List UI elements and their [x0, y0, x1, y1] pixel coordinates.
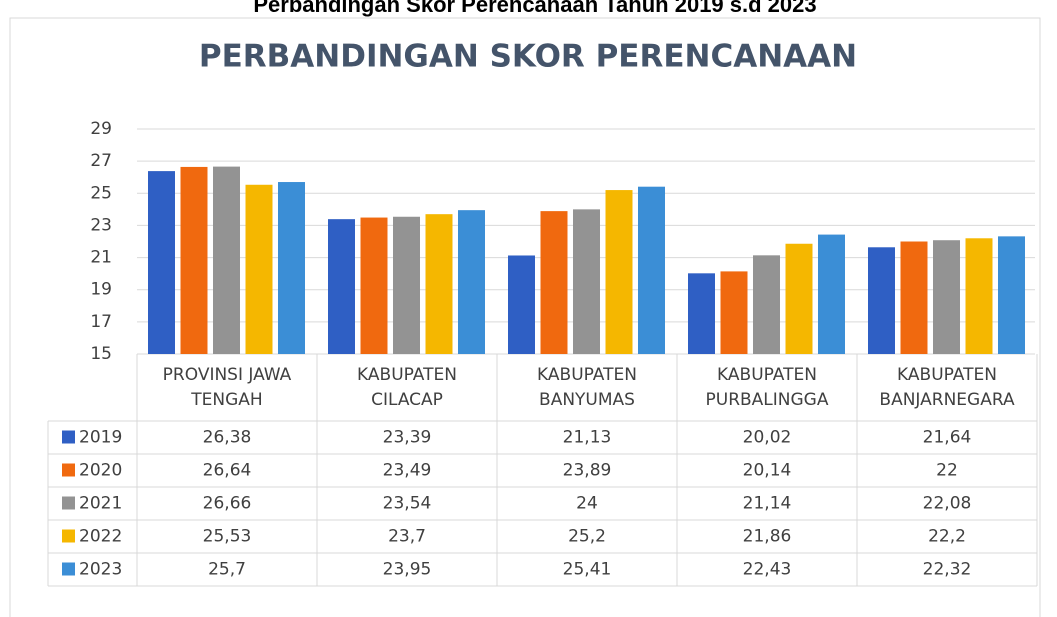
- bar: [965, 238, 993, 354]
- bar: [868, 247, 895, 354]
- y-tick-label: 27: [90, 151, 112, 171]
- table-cell: 22,43: [743, 560, 792, 580]
- table-cell: 23,54: [383, 494, 432, 514]
- table-cell: 25,2: [568, 527, 606, 547]
- bar: [638, 186, 665, 354]
- table-cell: 20,02: [743, 428, 792, 448]
- bar: [148, 171, 175, 354]
- table-cell: 23,7: [388, 527, 426, 547]
- y-tick-label: 17: [90, 312, 112, 332]
- table-cell: 22,32: [923, 560, 972, 580]
- bar: [818, 234, 845, 354]
- y-tick-label: 23: [90, 215, 112, 235]
- bar: [753, 255, 780, 354]
- x-tick-label: KABUPATEN BANJARNEGARA: [879, 365, 1015, 410]
- bar: [245, 184, 273, 354]
- bar: [328, 219, 355, 354]
- bar: [720, 271, 748, 354]
- y-tick-label: 15: [90, 344, 112, 364]
- table-cell: 22,08: [923, 494, 972, 514]
- legend-swatch: [62, 562, 75, 576]
- bar: [278, 182, 305, 354]
- table-cell: 23,95: [383, 560, 432, 580]
- bar: [933, 240, 960, 354]
- bar: [573, 209, 600, 354]
- bar: [688, 273, 715, 354]
- x-tick-label: KABUPATEN BANYUMAS: [537, 365, 637, 410]
- table-cell: 21,14: [743, 494, 792, 514]
- legend-label: 2021: [79, 494, 122, 514]
- bar: [393, 216, 420, 354]
- table-cell: 26,38: [203, 428, 252, 448]
- bar: [458, 210, 485, 354]
- table-cell: 23,49: [383, 461, 432, 481]
- bar: [360, 217, 388, 354]
- bar: [508, 255, 535, 354]
- legend-swatch: [62, 496, 75, 510]
- legend-label: 2019: [79, 428, 122, 448]
- table-cell: 22,2: [928, 527, 966, 547]
- table-cell: 21,86: [743, 527, 792, 547]
- legend-swatch: [62, 430, 75, 444]
- legend-swatch: [62, 529, 75, 543]
- legend-label: 2022: [79, 527, 122, 547]
- chart-border: [9, 17, 1041, 617]
- bar: [540, 211, 568, 354]
- x-tick-label: PROVINSI JAWA TENGAH: [162, 365, 292, 410]
- y-tick-label: 29: [90, 119, 112, 139]
- y-tick-label: 19: [90, 280, 112, 300]
- table-cell: 23,89: [563, 461, 612, 481]
- table-cell: 25,41: [563, 560, 612, 580]
- table-cell: 26,66: [203, 494, 252, 514]
- y-tick-label: 21: [90, 248, 112, 268]
- bar: [425, 214, 453, 354]
- table-cell: 24: [576, 494, 598, 514]
- legend-label: 2023: [79, 560, 122, 580]
- y-tick-label: 25: [90, 183, 112, 203]
- table-cell: 26,64: [203, 461, 252, 481]
- bar: [213, 166, 240, 354]
- chart-title: PERBANDINGAN SKOR PERENCANAAN: [199, 39, 857, 75]
- table-cell: 23,39: [383, 428, 432, 448]
- x-tick-label: KABUPATEN PURBALINGGA: [705, 365, 829, 410]
- supertitle: Perbandingan Skor Perencanaan Tahun 2019…: [253, 0, 816, 17]
- table-cell: 25,7: [208, 560, 246, 580]
- bar: [180, 166, 208, 354]
- bar: [900, 241, 928, 354]
- table-cell: 20,14: [743, 461, 792, 481]
- legend-swatch: [62, 463, 75, 477]
- bar: [998, 236, 1025, 354]
- table-cell: 25,53: [203, 527, 252, 547]
- table-cell: 21,64: [923, 428, 972, 448]
- bar: [785, 243, 813, 354]
- table-cell: 22: [936, 461, 958, 481]
- x-tick-label: KABUPATEN CILACAP: [357, 365, 457, 410]
- bar: [605, 190, 633, 354]
- table-cell: 21,13: [563, 428, 612, 448]
- legend-label: 2020: [79, 461, 122, 481]
